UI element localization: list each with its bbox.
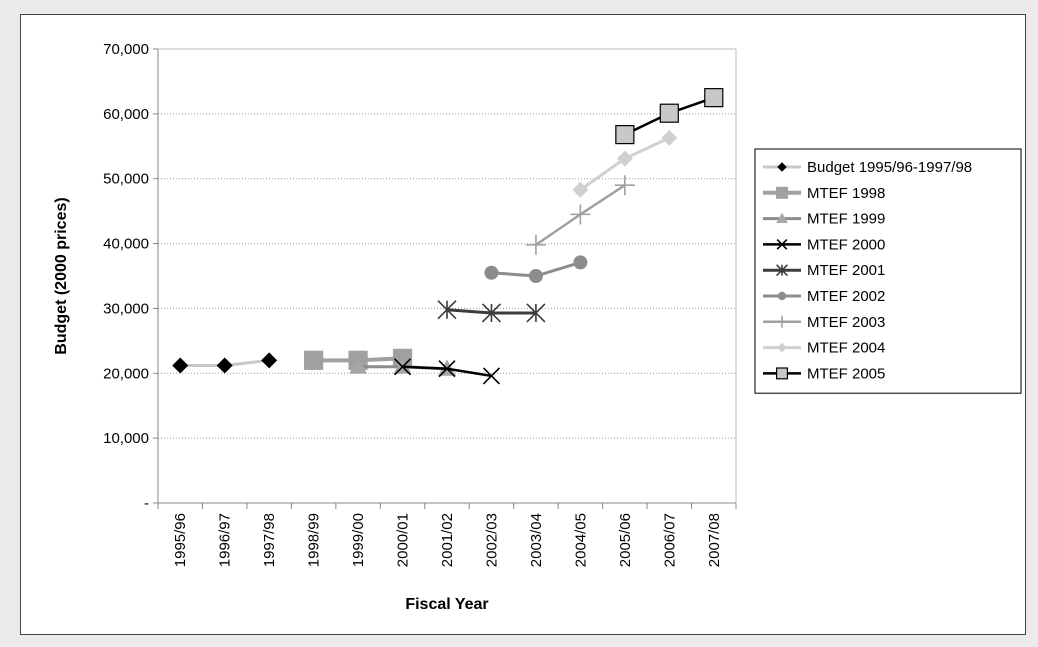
square-marker: [615, 125, 635, 145]
x-marker: [482, 367, 501, 385]
triangle-marker: [349, 357, 368, 374]
legend-label: MTEF 1998: [807, 185, 885, 202]
y-axis-title: Budget (2000 prices): [53, 197, 70, 354]
legend-item: MTEF 2000: [763, 236, 885, 253]
y-tick-label: 70,000: [103, 41, 149, 58]
x-tick-labels: 1995/96 1996/97 1997/98 1998/99 1999/00 2000/…: [172, 513, 723, 567]
x-tick-label: 2005/06: [617, 513, 634, 567]
asterisk-marker: [481, 303, 502, 323]
circle-marker: [777, 291, 787, 301]
plus-marker: [776, 315, 788, 328]
x-tick-label: 2003/04: [528, 513, 545, 567]
x-tick-label: 1996/97: [217, 513, 234, 567]
series-4: [437, 300, 546, 323]
y-tick-label: 20,000: [103, 365, 149, 382]
legend-label: MTEF 2002: [807, 288, 885, 305]
legend-label: MTEF 1999: [807, 211, 885, 228]
diamond-marker: [777, 162, 787, 172]
x-tick-label: 2000/01: [395, 513, 412, 567]
diamond-marker: [777, 342, 787, 353]
gridlines: [158, 48, 736, 439]
square-marker: [304, 350, 324, 370]
series-5: [484, 255, 588, 283]
x-tick-label: 2002/03: [483, 513, 500, 567]
legend-label: MTEF 2005: [807, 365, 885, 382]
circle-marker: [573, 255, 588, 270]
diamond-marker: [216, 357, 233, 374]
x-tick-label: 1998/99: [306, 513, 323, 567]
chart-frame: - 10,000 20,000 30,000 40,000 50,000 60,000 70,…: [20, 14, 1026, 635]
square-marker: [659, 103, 679, 123]
axes: [153, 48, 737, 509]
x-tick-label: 2007/08: [706, 513, 723, 567]
legend-label: MTEF 2001: [807, 262, 885, 279]
legend-item: MTEF 1998: [763, 185, 885, 202]
legend-item: MTEF 2002: [763, 288, 885, 305]
x-marker: [393, 358, 412, 376]
circle-marker: [484, 265, 499, 280]
x-marker: [438, 360, 456, 378]
plus-marker: [570, 204, 591, 225]
series-0: [172, 352, 278, 374]
y-tick-label: 10,000: [103, 430, 149, 447]
y-tick-labels: - 10,000 20,000 30,000 40,000 50,000 60,000 70,…: [103, 41, 149, 512]
y-tick-label: 40,000: [103, 236, 149, 253]
diamond-marker: [616, 150, 633, 167]
legend-label: MTEF 2004: [807, 340, 885, 357]
series-3: [393, 358, 501, 385]
series-group: [172, 88, 724, 385]
series-8: [615, 88, 724, 145]
diamond-marker: [261, 352, 278, 369]
legend-item: MTEF 1999: [763, 211, 885, 228]
plus-marker: [614, 175, 635, 196]
diamond-marker: [572, 181, 589, 198]
legend-item: MTEF 2003: [763, 314, 885, 331]
x-axis-title: Fiscal Year: [405, 596, 488, 613]
legend-item: MTEF 2001: [763, 262, 885, 279]
x-tick-label: 1999/00: [350, 513, 367, 567]
series-7: [572, 129, 678, 198]
x-tick-label: 2006/07: [661, 513, 678, 567]
legend-item: MTEF 2005: [763, 365, 885, 382]
legend-item: MTEF 2004: [763, 340, 885, 357]
diamond-marker: [172, 357, 189, 374]
chart-canvas: - 10,000 20,000 30,000 40,000 50,000 60,000 70,…: [53, 41, 1022, 613]
legend-label: MTEF 2003: [807, 314, 885, 331]
asterisk-marker: [526, 303, 546, 323]
legend-label: MTEF 2000: [807, 236, 885, 253]
asterisk-marker: [437, 300, 457, 320]
x-tick-label: 2004/05: [572, 513, 589, 567]
legend: Budget 1995/96-1997/98 MTEF 1998 MTEF 1999…: [754, 148, 1022, 394]
y-tick-label: 50,000: [103, 171, 149, 188]
x-tick-label: 1995/96: [172, 513, 189, 567]
square-marker: [775, 186, 788, 199]
plus-marker: [525, 234, 546, 255]
x-tick-label: 1997/98: [261, 513, 278, 567]
y-tick-label: -: [144, 495, 149, 512]
series-6: [525, 175, 635, 255]
x-marker: [776, 239, 788, 250]
y-tick-label: 60,000: [103, 106, 149, 123]
triangle-marker: [776, 212, 788, 224]
legend-item: Budget 1995/96-1997/98: [763, 159, 972, 176]
legend-label: Budget 1995/96-1997/98: [807, 159, 972, 176]
square-marker: [775, 367, 788, 380]
diamond-marker: [661, 129, 678, 146]
y-tick-label: 30,000: [103, 300, 149, 317]
x-tick-label: 2001/02: [439, 513, 456, 567]
square-marker: [704, 88, 724, 108]
asterisk-marker: [776, 264, 788, 277]
circle-marker: [528, 269, 543, 283]
